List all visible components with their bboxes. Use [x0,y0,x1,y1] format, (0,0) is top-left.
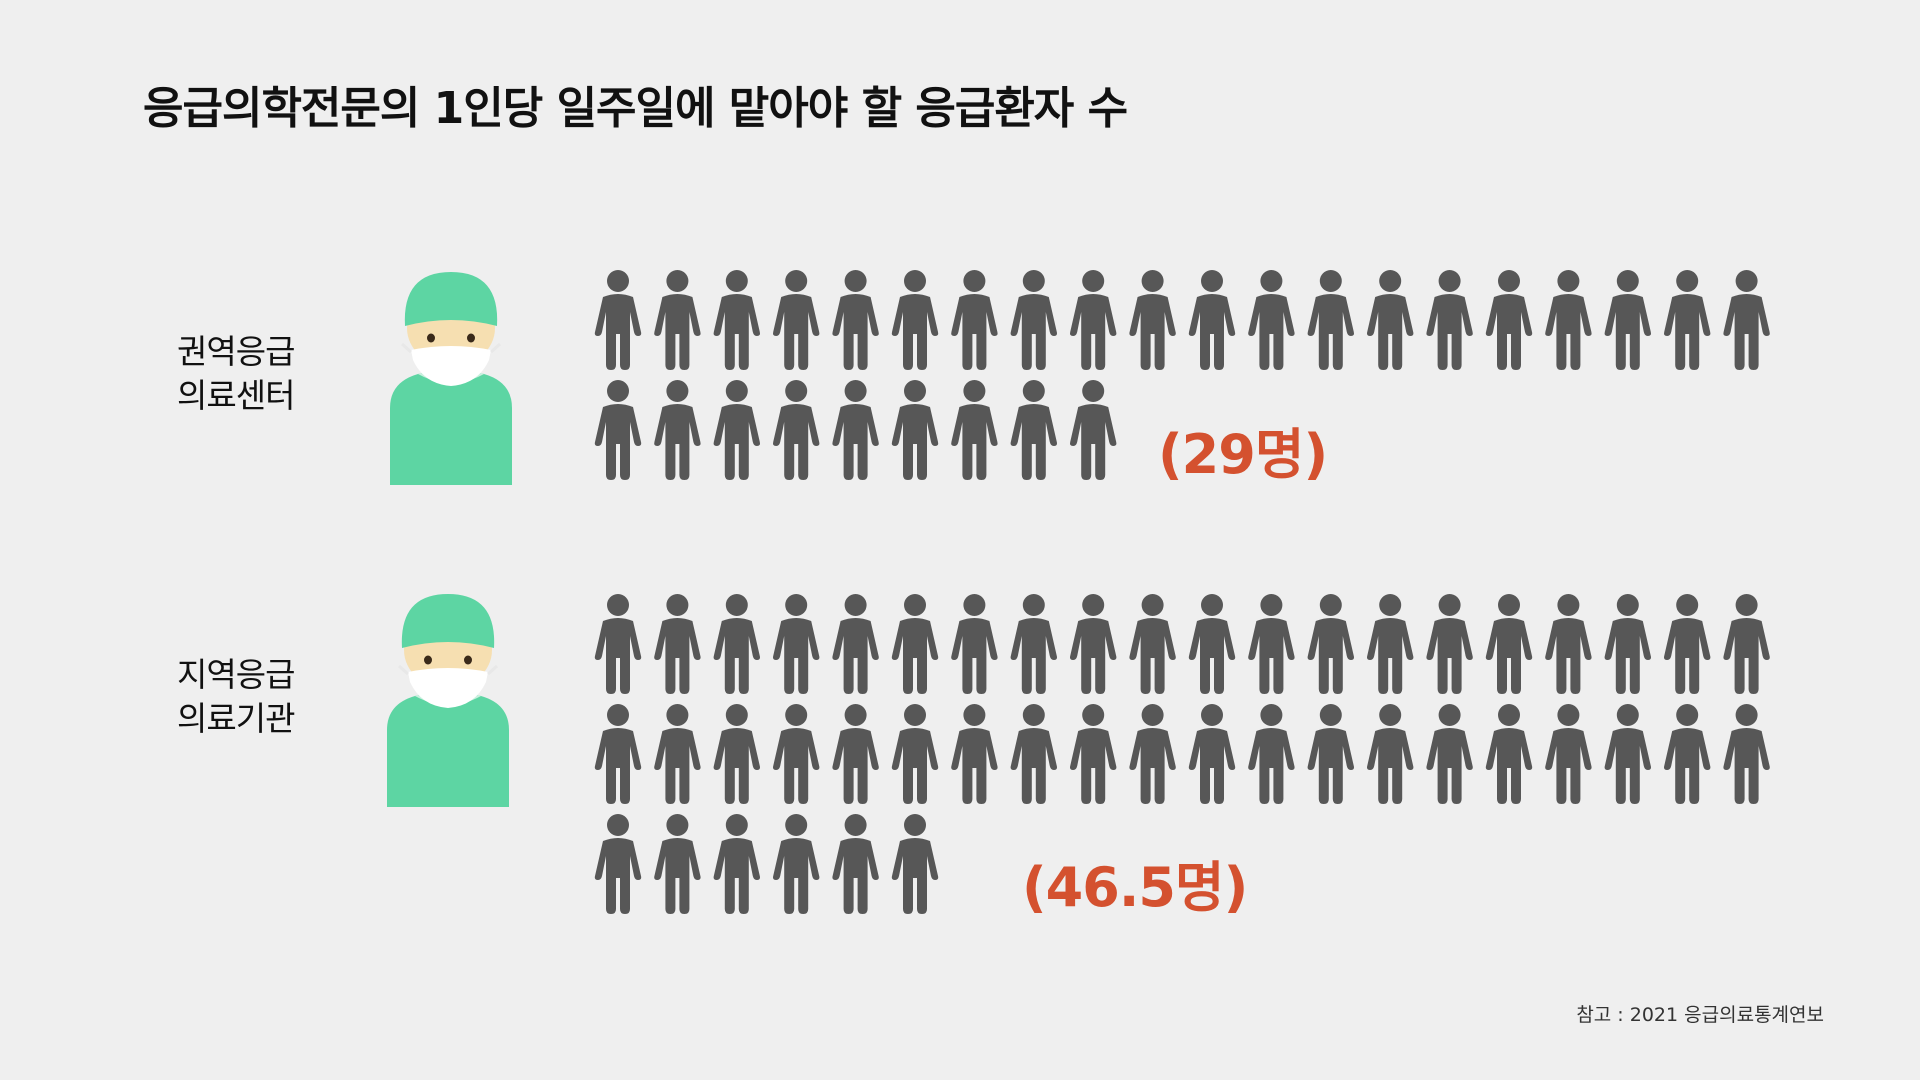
person-icon [1010,704,1057,804]
person-icon [1426,270,1473,370]
person-icon [1485,270,1533,370]
person-icon [1545,270,1592,370]
value-label-local: (46.5명) [1022,856,1248,919]
person-icon [951,380,998,480]
person-icon [1248,704,1295,804]
person-icon [713,704,760,804]
person-icon [654,270,701,370]
person-icon [1426,594,1473,694]
person-icon [1367,594,1414,694]
person-icon [1604,704,1651,804]
person-icon [1485,704,1533,804]
person-icon [1070,270,1117,370]
group-label-line: 권역응급 [177,332,295,371]
person-icon [773,814,820,914]
person-icon [654,380,701,480]
person-icon [713,594,760,694]
person-icon [1188,594,1236,694]
person-icon [832,594,879,694]
group-label-regional: 권역응급 의료센터 [177,330,317,418]
person-icon [1248,594,1295,694]
person-icon [1367,270,1414,370]
person-icon [1129,594,1176,694]
person-icon [654,594,701,694]
person-icon [713,270,760,370]
person-icon [773,704,820,804]
person-icon [1723,594,1770,694]
person-icon [891,704,939,804]
person-icon [1070,594,1117,694]
person-icon [1070,704,1117,804]
person-icon [1010,594,1057,694]
person-icon [1723,704,1770,804]
person-icon [891,814,939,914]
person-icon [1188,270,1236,370]
person-icon [1485,594,1533,694]
person-icon [654,704,701,804]
source-note: 참고 : 2021 응급의료통계연보 [1576,1004,1824,1026]
person-icon [891,594,939,694]
group-label-line: 의료센터 [177,376,295,415]
person-icon [1070,380,1117,480]
person-icon [713,380,760,480]
person-icon [1010,380,1057,480]
person-icon [891,270,939,370]
person-icon [1664,270,1711,370]
person-icon [773,270,820,370]
group-label-line: 지역응급 [177,655,295,694]
person-icon [891,380,939,480]
person-icon [713,814,760,914]
person-icon [1367,704,1414,804]
person-icon [1723,270,1770,370]
person-icon [1545,594,1592,694]
person-icon [1664,704,1711,804]
person-icon [832,380,879,480]
person-icon [594,270,642,370]
person-icon [773,594,820,694]
person-icon [594,380,642,480]
person-icon [594,704,642,804]
value-label-regional: (29명) [1158,423,1328,486]
person-icon [1248,270,1295,370]
person-icon [1129,270,1176,370]
chart-title: 응급의학전문의 1인당 일주일에 맡아야 할 응급환자 수 [143,83,1128,134]
person-icon [1129,704,1176,804]
person-icon [1545,704,1592,804]
person-icon [594,814,642,914]
group-label-local: 지역응급 의료기관 [177,653,317,741]
doctor-icon [390,272,512,485]
person-icon [654,814,701,914]
person-icon [773,380,820,480]
person-icon [594,594,642,694]
person-icon [951,270,998,370]
doctor-icon [387,594,509,807]
person-icon [832,704,879,804]
person-icon [1307,594,1354,694]
person-icon [1426,704,1473,804]
person-icon [951,594,998,694]
person-icon [951,704,998,804]
person-icon [1307,704,1354,804]
person-icon [1604,594,1651,694]
person-icon [1604,270,1651,370]
person-icon [1307,270,1354,370]
person-icon [1188,704,1236,804]
group-label-line: 의료기관 [177,699,295,738]
person-icon [1010,270,1057,370]
person-icon [1664,594,1711,694]
person-icon [832,270,879,370]
partial-person-icon [951,814,964,914]
person-icon [832,814,879,914]
